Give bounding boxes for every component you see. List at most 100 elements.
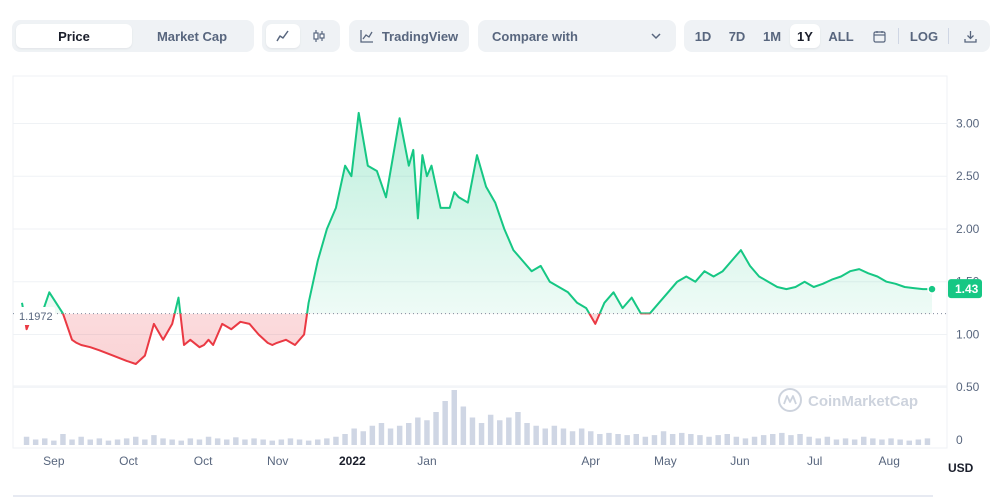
volume-bar: [688, 434, 694, 445]
y-axis: 00.501.001.502.002.503.00: [956, 116, 980, 447]
volume-bar: [724, 434, 730, 445]
calendar-icon: [872, 30, 886, 43]
calendar-button[interactable]: [864, 24, 894, 48]
volume-bar: [633, 434, 639, 445]
x-tick-label: Jul: [807, 454, 822, 468]
volume-bar: [32, 439, 39, 445]
volume-bar: [578, 428, 585, 445]
volume-bar: [333, 436, 339, 445]
volume-bar: [851, 439, 858, 445]
volume-bar: [751, 436, 758, 445]
tradingview-label: TradingView: [381, 28, 459, 44]
volume-bar: [87, 439, 93, 445]
volume-bar: [779, 432, 785, 445]
volume-bar: [424, 420, 430, 445]
tab-market-cap[interactable]: Market Cap: [156, 28, 228, 44]
price-area: [22, 112, 932, 364]
volume-bar: [315, 439, 321, 445]
volume-bar: [706, 436, 712, 445]
area-below-reference: [22, 313, 932, 364]
x-tick-label: Nov: [267, 454, 288, 468]
volume-bar: [360, 431, 366, 445]
volume-bar: [442, 401, 448, 445]
volume-bar: [142, 439, 148, 445]
plot-frame: [12, 75, 948, 449]
currency-label: USD: [948, 461, 974, 475]
reference-price-text: 1.1972: [19, 311, 53, 323]
y-tick-label: 2.50: [956, 169, 980, 183]
volume-bar: [69, 439, 75, 445]
download-button[interactable]: [954, 24, 986, 48]
watermark-label: CoinMarketCap: [808, 393, 918, 410]
volume-bar: [23, 436, 30, 445]
range-7d[interactable]: 7D: [728, 28, 746, 44]
log-scale-toggle[interactable]: LOG: [909, 28, 939, 44]
chart-type-toggle: [262, 20, 340, 52]
volume-bar: [78, 436, 84, 445]
volume-bar: [506, 417, 512, 445]
y-tick-label: 3.00: [956, 116, 980, 130]
volume-bar: [460, 406, 467, 445]
volume-bar: [569, 431, 576, 445]
volume-bar: [897, 439, 903, 445]
x-tick-label: Apr: [581, 454, 600, 468]
current-price-tag: 1.43: [948, 279, 982, 299]
volume-bar: [233, 437, 239, 445]
volume-bar: [324, 438, 330, 445]
volume-bar: [669, 434, 676, 445]
volume-bar: [469, 417, 476, 445]
compare-with-dropdown[interactable]: Compare with: [478, 20, 676, 52]
line-chart-button[interactable]: [266, 24, 300, 48]
toolbar-divider: [898, 28, 899, 44]
volume-bar: [296, 439, 303, 445]
volume-bar: [861, 436, 867, 445]
y-tick-label: 0: [956, 433, 963, 447]
x-tick-label: Oct: [119, 454, 138, 468]
volume-bar: [770, 434, 776, 445]
volume-bar: [178, 440, 184, 445]
range-1d[interactable]: 1D: [694, 28, 712, 44]
tradingview-button[interactable]: TradingView: [349, 20, 469, 52]
volume-bar: [224, 439, 230, 445]
volume-bar: [533, 425, 539, 445]
price-line-up: [21, 111, 932, 314]
volume-bar: [305, 440, 312, 445]
volume-bar: [287, 438, 294, 445]
volume-bars: [23, 390, 931, 445]
volume-bar: [342, 434, 348, 445]
volume-bar: [842, 438, 849, 445]
volume-bar: [879, 439, 885, 445]
volume-bar: [788, 435, 794, 445]
volume-bar: [378, 423, 385, 445]
volume-bar: [196, 439, 203, 445]
volume-bar: [615, 434, 621, 445]
x-tick-label: Aug: [879, 454, 900, 468]
volume-bar: [660, 431, 667, 445]
watermark: CoinMarketCap: [778, 388, 918, 412]
candlestick-button[interactable]: [302, 24, 336, 48]
volume-bar: [606, 432, 612, 445]
volume-bar: [888, 438, 894, 445]
range-1m[interactable]: 1M: [762, 28, 782, 44]
volume-bar: [351, 428, 357, 445]
range-all[interactable]: ALL: [828, 28, 854, 44]
volume-bar: [597, 434, 603, 445]
volume-bar: [551, 425, 558, 445]
current-price-text: 1.43: [955, 282, 979, 296]
compare-with-label: Compare with: [492, 28, 578, 44]
volume-bar: [906, 440, 912, 445]
x-axis: Sep Oct Oct Nov 2022 Jan Apr May Jun Jul Aug: [43, 454, 900, 468]
volume-bar: [169, 439, 175, 445]
range-1y[interactable]: 1Y: [790, 24, 820, 48]
volume-bar: [242, 439, 248, 445]
volume-bar: [123, 438, 130, 445]
volume-bar: [60, 434, 66, 445]
tab-price[interactable]: Price: [16, 24, 132, 48]
volume-bar: [260, 439, 266, 445]
volume-bar: [42, 438, 48, 445]
volume-bar: [151, 435, 157, 445]
volume-bar: [406, 423, 412, 445]
volume-bar: [624, 435, 630, 445]
x-tick-label: Sep: [43, 454, 65, 468]
